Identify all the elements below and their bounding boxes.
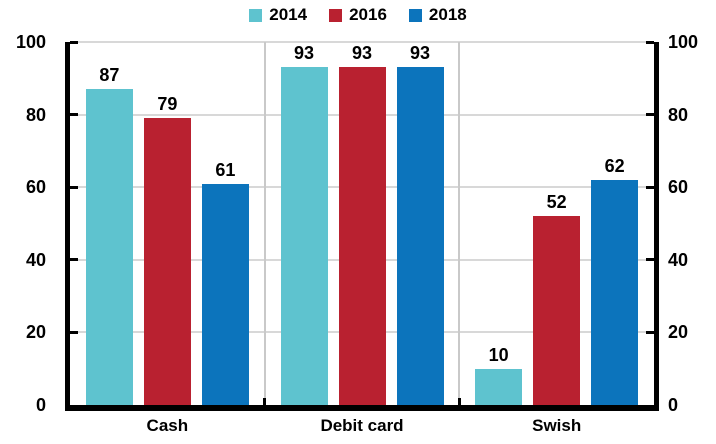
bar-group-debit-card: 93 93 93 (265, 42, 460, 405)
bar-rect-2018-cash (201, 183, 249, 405)
axis-tick-left-20 (70, 330, 78, 334)
value-label-2016-cash: 79 (157, 94, 178, 115)
category-separator-1 (263, 42, 266, 405)
y-tick-label-left-20: 20 (25, 322, 46, 343)
y-tick-label-right-40: 40 (668, 249, 689, 270)
bar-rect-2018-debit-card (396, 67, 444, 405)
value-label-2016-swish: 52 (546, 192, 567, 213)
bar-2016-swish: 52 (533, 192, 581, 405)
value-label-2014-debit-card: 93 (293, 43, 315, 64)
bar-2018-swish: 62 (591, 155, 639, 405)
legend-item-2014: 2014 (249, 5, 307, 25)
axis-tick-bottom-1 (263, 398, 267, 405)
legend-label-2014: 2014 (269, 5, 308, 24)
bar-rect-2016-debit-card (338, 67, 386, 405)
value-label-2018-cash: 61 (215, 159, 236, 180)
bar-rect-2014-swish (475, 368, 523, 405)
bar-groups: 87 79 61 93 93 93 10 52 62 (70, 42, 654, 405)
y-tick-label-right-80: 80 (668, 104, 689, 125)
legend-item-2016: 2016 (329, 5, 387, 25)
legend-item-2018: 2018 (408, 5, 467, 25)
legend-swatch-2018-icon (408, 8, 422, 22)
bar-2014-swish: 10 (475, 344, 523, 405)
axis-tick-right-40 (646, 258, 654, 262)
y-tick-label-left-100: 100 (15, 32, 46, 52)
y-tick-label-right-100: 100 (668, 32, 699, 52)
bar-group-cash: 87 79 61 (70, 42, 265, 405)
bar-2014-cash: 87 (85, 65, 133, 405)
y-tick-label-left-40: 40 (25, 249, 46, 270)
y-axis-left: 0 20 40 60 80 100 (0, 0, 46, 444)
axis-tick-right-80 (646, 113, 654, 117)
axis-tick-right-100 (646, 40, 654, 44)
bar-rect-2016-cash (143, 118, 191, 405)
axis-tick-left-80 (70, 113, 78, 117)
legend-swatch-2016-icon (329, 8, 343, 22)
bar-2014-debit-card: 93 (280, 43, 328, 405)
legend: 2014 2016 2018 (0, 5, 716, 25)
y-tick-label-left-0: 0 (35, 395, 46, 415)
category-label-debit-card: Debit card (320, 416, 404, 435)
y-tick-label-right-60: 60 (668, 177, 689, 198)
bar-2016-cash: 79 (143, 94, 191, 405)
y-axis-right: 0 20 40 60 80 100 (668, 0, 716, 444)
plot-area: 87 79 61 93 93 93 10 52 62 (65, 40, 659, 411)
axis-tick-left-60 (70, 185, 78, 189)
category-separator-2 (458, 42, 461, 405)
bar-rect-2014-debit-card (280, 67, 328, 405)
axis-tick-bottom-2 (457, 398, 461, 405)
bar-rect-2018-swish (591, 179, 639, 405)
axis-tick-right-60 (646, 185, 654, 189)
y-tick-label-left-80: 80 (25, 104, 46, 125)
value-label-2014-cash: 87 (99, 65, 120, 86)
axis-tick-left-40 (70, 258, 78, 262)
bar-rect-2016-swish (533, 216, 581, 405)
value-label-2018-debit-card: 93 (409, 43, 431, 64)
gridline-100 (70, 41, 654, 43)
value-label-2016-debit-card: 93 (351, 43, 373, 64)
x-axis-labels: Cash Debit card Swish (70, 416, 654, 436)
axis-tick-left-100 (70, 40, 78, 44)
legend-label-2018: 2018 (428, 5, 467, 24)
bar-2016-debit-card: 93 (338, 43, 386, 405)
value-label-2014-swish: 10 (488, 344, 509, 365)
y-tick-label-right-20: 20 (668, 322, 689, 343)
bar-2018-debit-card: 93 (396, 43, 444, 405)
category-label-cash: Cash (146, 416, 189, 435)
axis-tick-right-20 (646, 330, 654, 334)
bar-group-swish: 10 52 62 (459, 42, 654, 405)
legend-label-2016: 2016 (349, 5, 387, 24)
value-label-2018-swish: 62 (604, 155, 625, 176)
legend-swatch-2014-icon (249, 8, 263, 22)
bar-rect-2014-cash (85, 89, 133, 405)
category-label-swish: Swish (532, 416, 582, 435)
bar-2018-cash: 61 (201, 159, 249, 405)
y-tick-label-left-60: 60 (25, 177, 46, 198)
y-tick-label-right-0: 0 (668, 395, 679, 415)
